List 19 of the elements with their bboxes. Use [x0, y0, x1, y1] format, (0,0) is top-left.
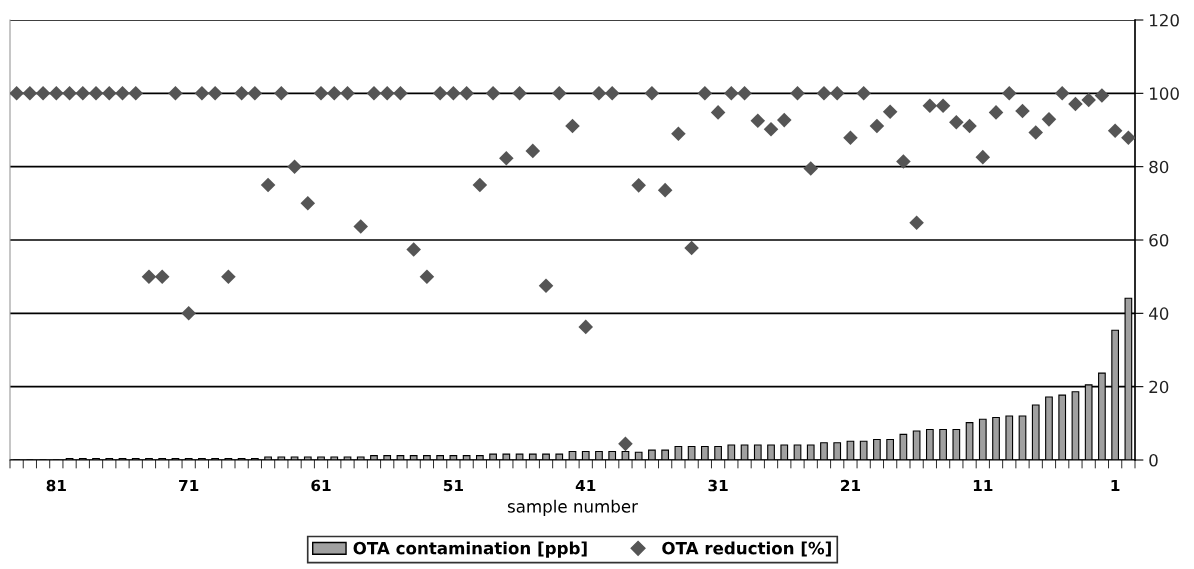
x-tick-label: 41 [575, 479, 596, 492]
y-tick-label: 40 [1149, 307, 1169, 320]
x-tick-label: 61 [311, 479, 331, 492]
x-tick-label: 71 [179, 479, 199, 492]
legend-label: OTA contamination [ppb] [353, 541, 587, 558]
y-tick-label: 0 [1149, 453, 1158, 467]
x-tick-label: 1 [1111, 479, 1120, 492]
y-tick-label: 20 [1149, 380, 1169, 394]
y-tick-label: 80 [1149, 160, 1169, 174]
x-tick-label: 11 [973, 479, 993, 492]
x-tick-label: 31 [708, 479, 728, 492]
x-axis-title: sample number [507, 499, 638, 516]
x-tick-label: 81 [46, 479, 66, 492]
y-tick-label: 60 [1149, 233, 1169, 247]
x-tick-label: 51 [443, 479, 463, 492]
y-tick-label: 120 [1150, 13, 1179, 27]
legend-label: OTA reduction [%] [662, 541, 831, 557]
y-tick-label: 100 [1150, 87, 1179, 100]
x-tick-label: 21 [841, 479, 861, 492]
